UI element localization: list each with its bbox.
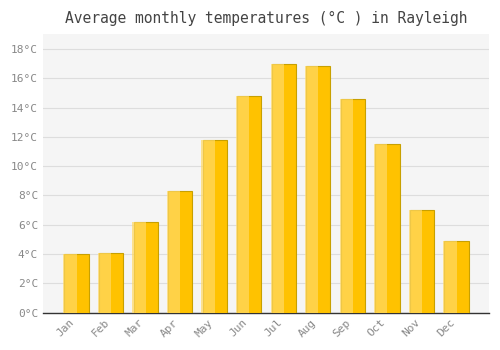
Bar (98, 253, 111, 313)
Bar (410, 210, 434, 313)
Bar (408, 210, 422, 313)
Bar (341, 99, 365, 313)
Bar (272, 64, 296, 313)
Title: Average monthly temperatures (°C ) in Rayleigh: Average monthly temperatures (°C ) in Ra… (64, 11, 467, 26)
Bar (340, 99, 353, 313)
Bar (270, 64, 284, 313)
Bar (236, 96, 250, 313)
Bar (376, 144, 400, 313)
Bar (237, 96, 262, 313)
Bar (63, 254, 76, 313)
Bar (99, 253, 123, 313)
Bar (202, 140, 214, 313)
Bar (134, 222, 158, 313)
Bar (444, 241, 468, 313)
Bar (306, 66, 330, 313)
Bar (374, 144, 388, 313)
Bar (168, 191, 192, 313)
Bar (443, 241, 456, 313)
Bar (305, 66, 318, 313)
Bar (132, 222, 145, 313)
Bar (167, 191, 180, 313)
Bar (64, 254, 88, 313)
Bar (202, 140, 227, 313)
